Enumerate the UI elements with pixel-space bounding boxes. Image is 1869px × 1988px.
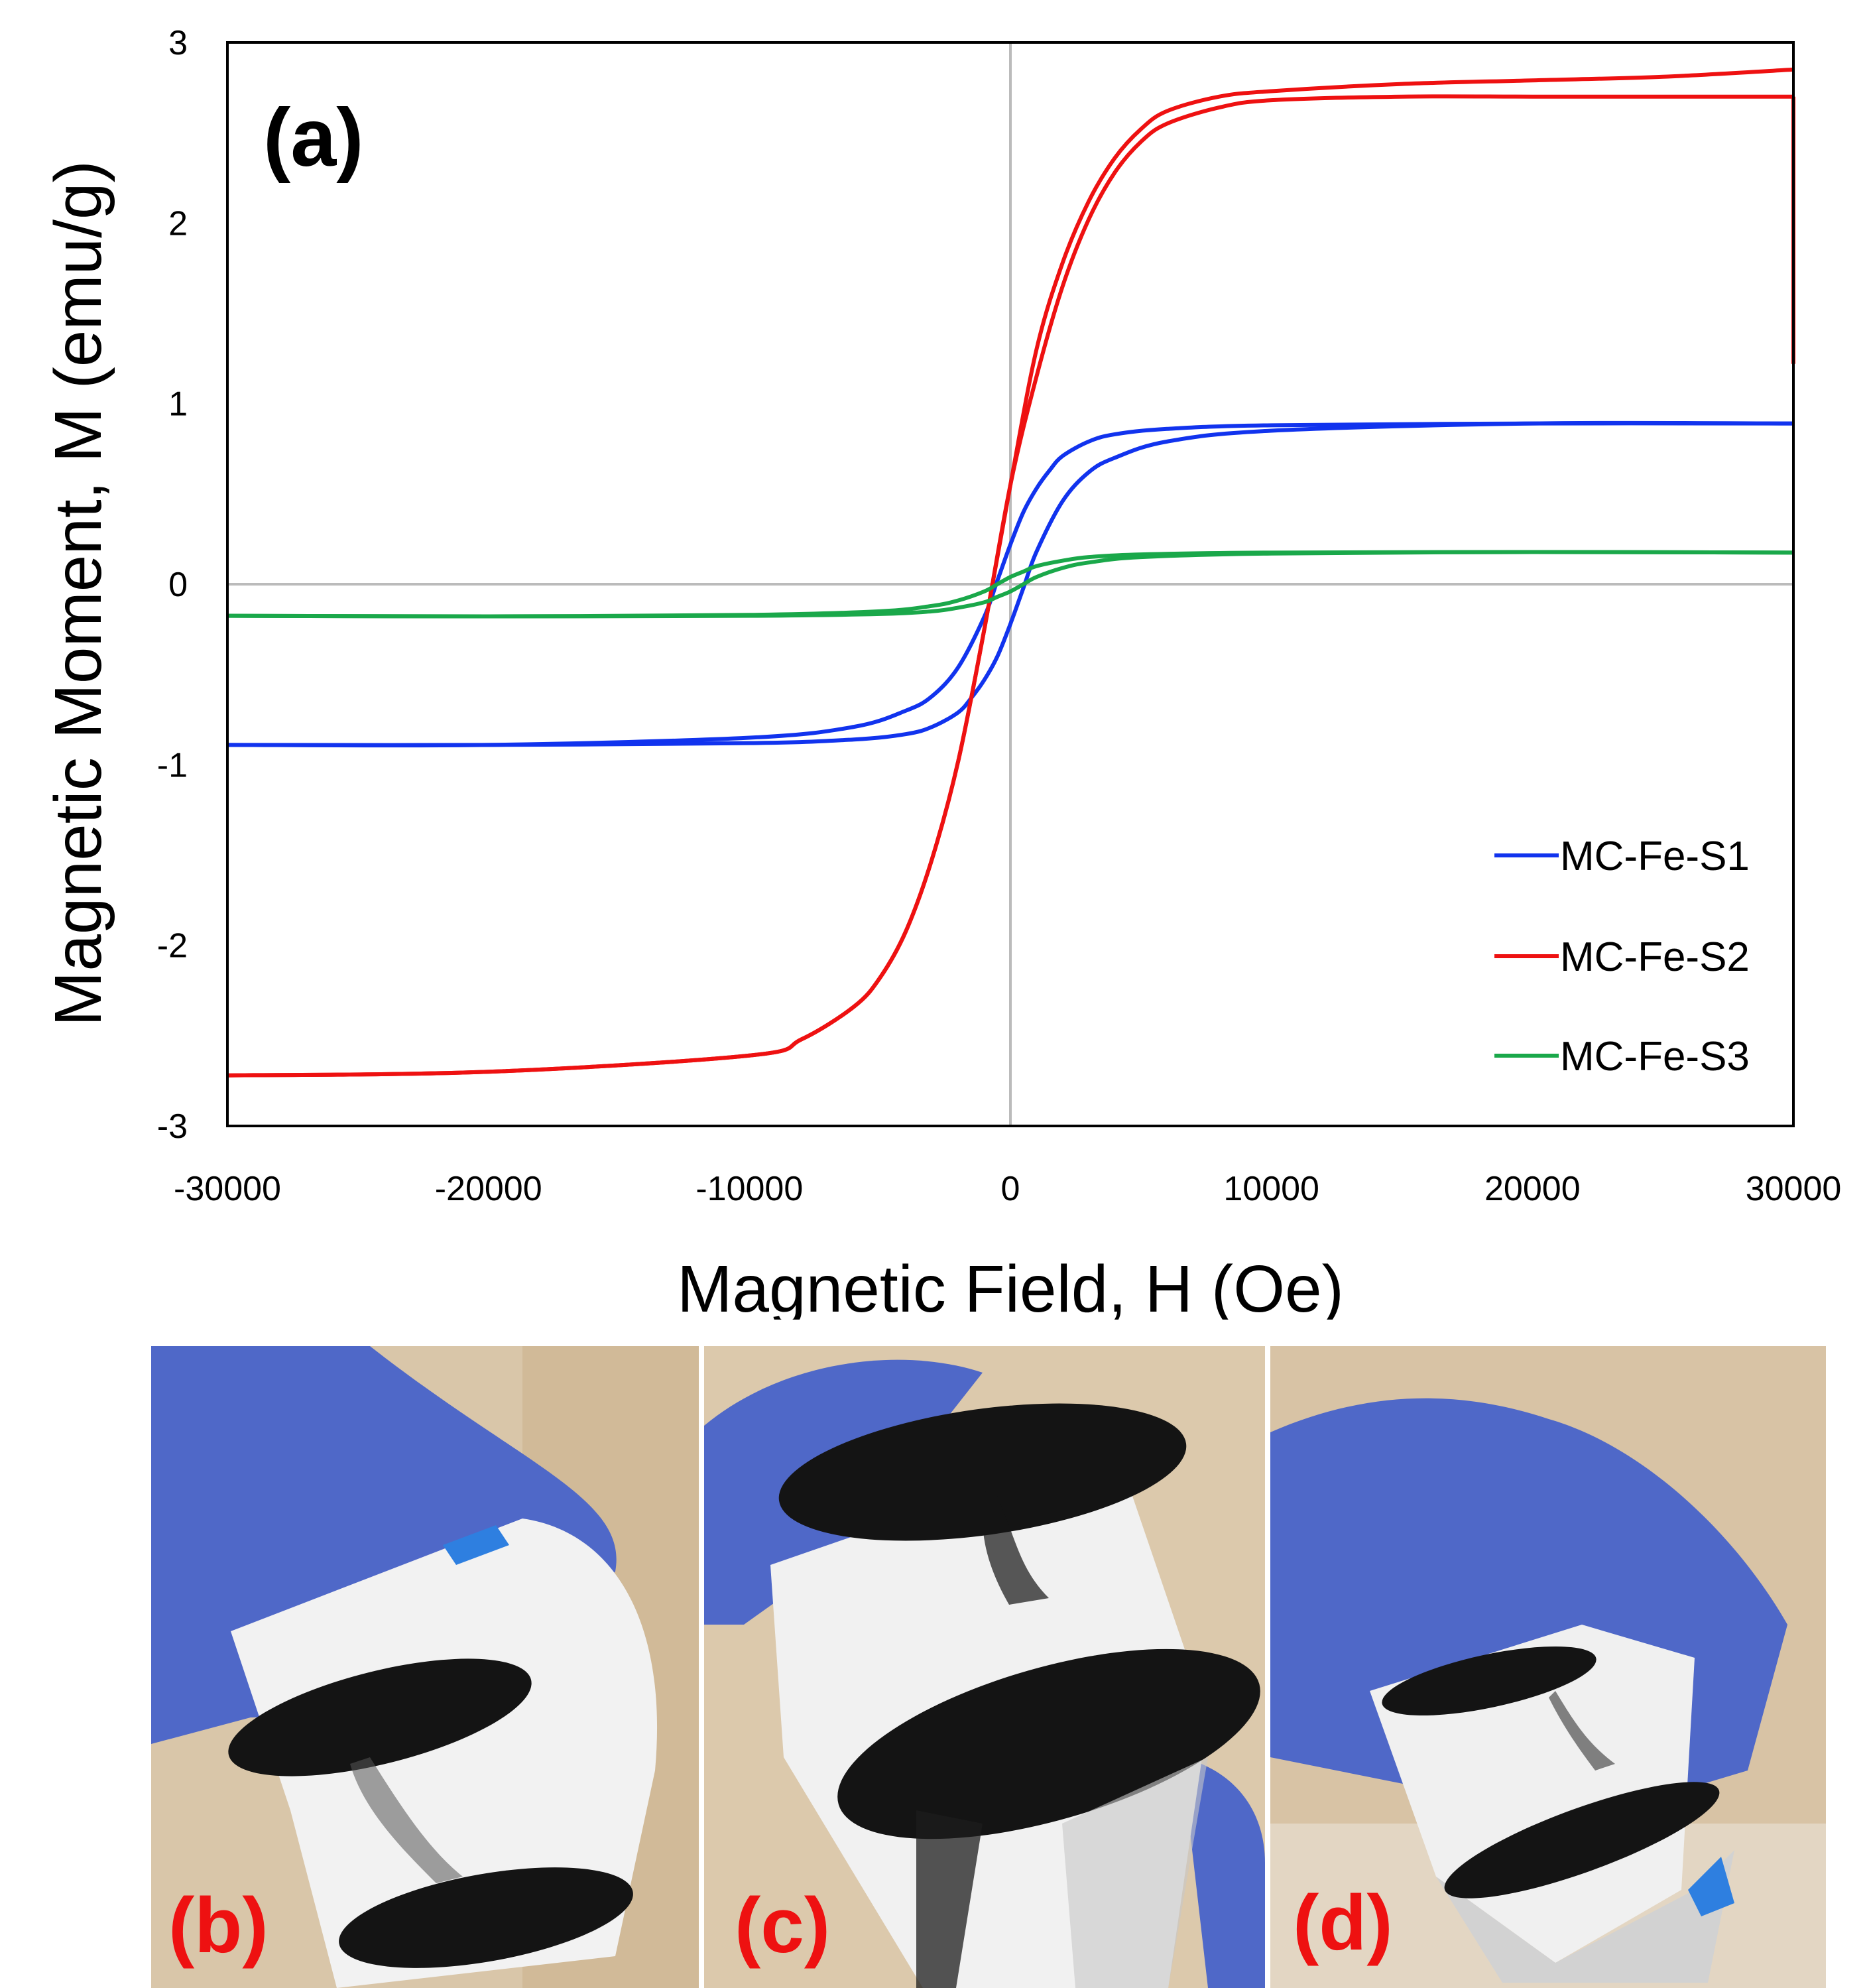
series-layer (227, 67, 1795, 1078)
y-tick-label: -2 (157, 927, 188, 965)
zero-lines (227, 42, 1793, 1126)
x-tick-label: 20000 (1484, 1170, 1581, 1208)
x-tick-label: 30000 (1746, 1170, 1842, 1208)
legend-entry: MC-Fe-S2 (1560, 934, 1750, 980)
legend-entry: MC-Fe-S3 (1560, 1034, 1750, 1080)
carbon-bottom (1444, 1782, 1720, 1898)
y-tick-label: -1 (157, 746, 188, 784)
y-tick-label: -3 (157, 1107, 188, 1146)
photo-separator (699, 1346, 704, 1988)
y-tick-label: 1 (168, 385, 188, 424)
x-axis-label: Magnetic Field, H (Oe) (677, 1252, 1344, 1320)
legend-entry: MC-Fe-S1 (1560, 834, 1750, 879)
carbon-bottom (837, 1648, 1260, 1839)
carbon-bottom (339, 1867, 633, 1968)
series-line-mc-fe-s2-1 (227, 94, 1793, 1078)
series-line-mc-fe-s1-0 (227, 421, 1794, 748)
series-line-mc-fe-s1-1 (227, 420, 1794, 747)
photo-label-b: (b) (168, 1882, 269, 1969)
x-tick-label: 0 (1001, 1170, 1020, 1208)
x-tick-label: 10000 (1223, 1170, 1319, 1208)
carbon-top (1382, 1646, 1597, 1716)
panel-label: (a) (263, 92, 364, 184)
y-axis-label: Magnetic Moment, M (emu/g) (41, 160, 115, 1026)
photo-separator (1265, 1346, 1270, 1988)
carbon-top (228, 1658, 532, 1776)
y-tick-label: 3 (168, 24, 188, 62)
tick-labels: -30000 -20000 -10000 0 10000 20000 30000 -3 -2 -1… (157, 24, 1842, 1208)
photo-b: (b) (151, 1346, 699, 1988)
series-line-mc-fe-s3-1 (227, 550, 1794, 619)
hysteresis-chart: -30000 -20000 -10000 0 10000 20000 30000 -3 -2 -1… (41, 24, 1842, 1320)
photo-d: (d) (1270, 1346, 1826, 1988)
plot-frame (226, 41, 1795, 1127)
x-tick-label: -30000 (174, 1170, 281, 1208)
x-tick-label: -20000 (435, 1170, 542, 1208)
y-tick-label: 0 (168, 566, 188, 604)
y-tick-label: 2 (168, 204, 188, 243)
carbon-top (778, 1403, 1187, 1541)
legend: MC-Fe-S1 MC-Fe-S2 MC-Fe-S3 (1494, 834, 1750, 1080)
photo-c: (c) (704, 1346, 1265, 1988)
x-tick-label: -10000 (695, 1170, 803, 1208)
photo-label-d: (d) (1293, 1879, 1393, 1967)
photo-label-c: (c) (735, 1882, 831, 1969)
